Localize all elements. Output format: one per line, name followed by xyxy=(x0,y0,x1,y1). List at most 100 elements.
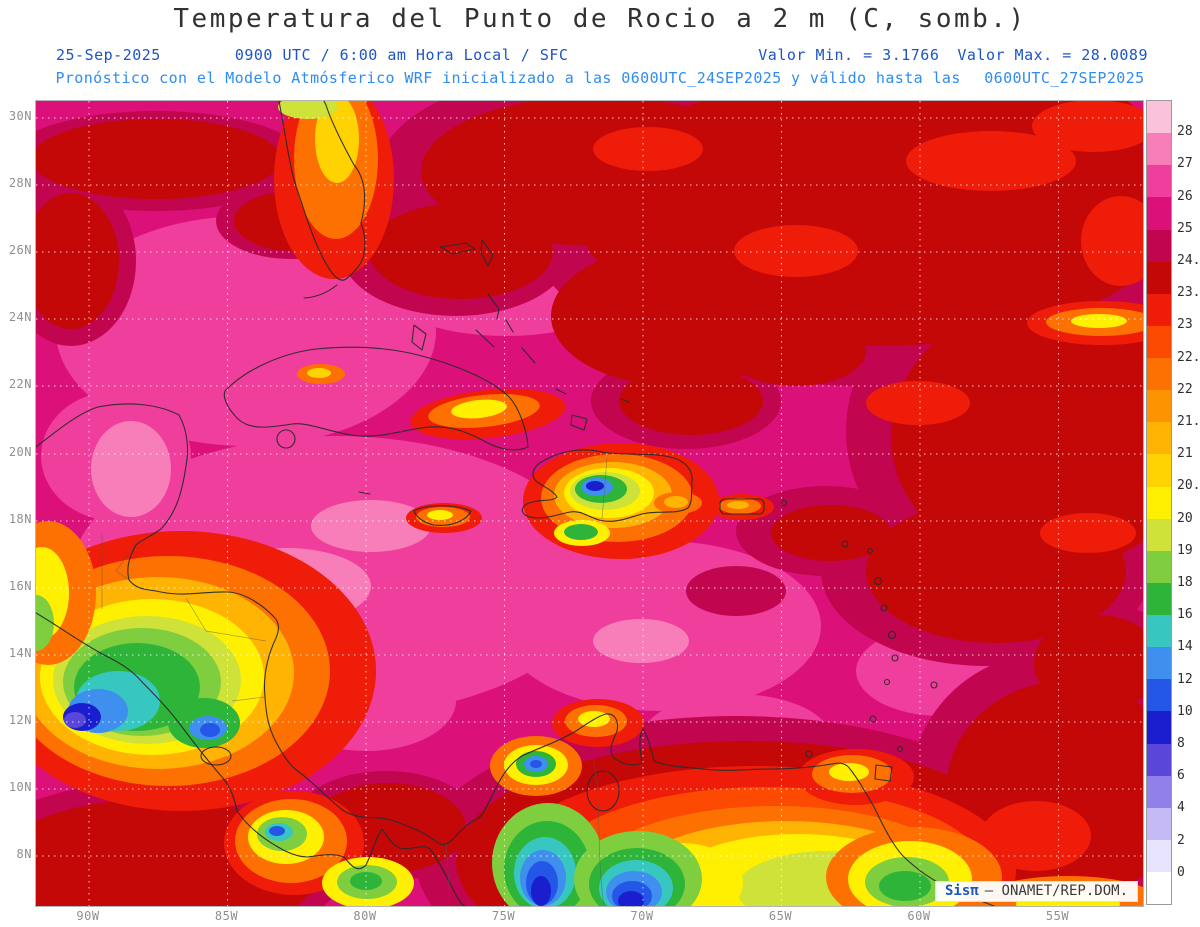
colorbar-label: 6 xyxy=(1177,768,1185,784)
colorbar-segment xyxy=(1147,325,1171,358)
field-23-235 xyxy=(593,101,1143,871)
colorbar-segment xyxy=(1147,197,1171,230)
colorbar-segment xyxy=(1147,454,1171,487)
colorbar-segment xyxy=(1147,743,1171,776)
colorbar-segment xyxy=(1147,486,1171,519)
exuma xyxy=(475,329,495,348)
colorbar-label: 16 xyxy=(1177,607,1193,623)
cuba-coast xyxy=(223,346,529,451)
colorbar-label: 28 xyxy=(1177,124,1193,140)
grand-bahama xyxy=(439,242,476,255)
lon-tick-label: 70W xyxy=(630,909,654,923)
forecast-row: Pronóstico con el Modelo Atmósferico WRF… xyxy=(0,69,1200,87)
lat-tick-label: 26N xyxy=(8,243,32,257)
colorbar-label: 12 xyxy=(1177,671,1193,687)
florida-coast xyxy=(278,101,366,281)
colorbar-segment xyxy=(1147,615,1171,648)
colorbar-label: 22 xyxy=(1177,381,1193,397)
colorbar-label: 10 xyxy=(1177,703,1193,719)
colorbar-label: 20.5 xyxy=(1177,478,1200,494)
colorbar-label: 8 xyxy=(1177,736,1185,751)
colorbar-segment xyxy=(1147,390,1171,423)
lat-tick-label: 30N xyxy=(8,109,32,123)
lake-nicaragua xyxy=(200,746,232,766)
tobago xyxy=(896,745,904,753)
country-borders xyxy=(101,457,608,906)
colorbar-label: 18 xyxy=(1177,575,1193,590)
st-kitts xyxy=(841,540,849,548)
colorbar: 2827262524.523.52322.52221.52120.5201918… xyxy=(1146,100,1200,905)
lat-tick-label: 8N xyxy=(16,847,32,861)
colorbar-label: 21 xyxy=(1177,446,1193,462)
lake-maracaibo xyxy=(586,770,620,812)
dominica xyxy=(880,604,888,612)
colorbar-label: 25 xyxy=(1177,220,1193,236)
lon-tick-label: 80W xyxy=(353,909,377,923)
colorbar-segment xyxy=(1147,872,1171,905)
lat-tick-label: 12N xyxy=(8,713,32,727)
st-lucia xyxy=(891,654,899,662)
guadeloupe xyxy=(873,576,883,586)
page-title: Temperatura del Punto de Rocio a 2 m (C,… xyxy=(173,4,1027,34)
jamaica-coast xyxy=(413,505,472,526)
colorbar-label: 4 xyxy=(1177,800,1185,816)
virgin-islands xyxy=(780,499,788,507)
cayman xyxy=(358,491,371,495)
colorbar-segment xyxy=(1147,807,1171,840)
colorbar-segment xyxy=(1147,261,1171,294)
lon-tick-label: 75W xyxy=(491,909,516,923)
lat-tick-label: 16N xyxy=(8,579,32,593)
min-value-label: Valor Min. = 3.1766 xyxy=(758,46,940,64)
watermark: Sisπ – ONAMET/REP.DOM. xyxy=(934,881,1138,902)
lat-tick-label: 14N xyxy=(8,646,32,660)
colorbar-segment xyxy=(1147,775,1171,808)
colorbar-segment xyxy=(1147,293,1171,326)
colorbar-segment xyxy=(1147,647,1171,680)
cat-island xyxy=(505,319,514,333)
colorbar-segment xyxy=(1147,165,1171,198)
colorbar-label: 22.5 xyxy=(1177,349,1200,365)
map-area: Sisπ – ONAMET/REP.DOM. xyxy=(35,100,1144,907)
colorbar-segment xyxy=(1147,358,1171,391)
valid-time: 0900 UTC / 6:00 am Hora Local / SFC xyxy=(234,46,569,64)
watermark-text: – ONAMET/REP.DOM. xyxy=(984,883,1128,899)
colorbar-label: 26 xyxy=(1177,188,1193,204)
lon-tick-label: 55W xyxy=(1045,909,1070,923)
caribbean-mainland-coast xyxy=(36,403,995,906)
colorbar-label: 23.5 xyxy=(1177,285,1200,301)
florida-keys xyxy=(303,284,338,299)
colorbar-segment xyxy=(1147,582,1171,615)
colorbar-label: 0 xyxy=(1177,864,1185,880)
long-island xyxy=(521,347,536,364)
puerto-rico-coast xyxy=(719,498,765,515)
colorbar-segment xyxy=(1147,422,1171,455)
lat-tick-label: 24N xyxy=(8,310,32,324)
colorbar-label: 21.5 xyxy=(1177,414,1200,429)
max-value-label: Valor Max. = 28.0089 xyxy=(957,46,1148,64)
colorbar-label: 2 xyxy=(1177,832,1185,848)
grenada xyxy=(869,715,877,723)
pacific-coast xyxy=(36,612,466,906)
watermark-brand: Sisπ xyxy=(944,883,979,899)
abaco xyxy=(480,239,494,267)
lat-tick-label: 10N xyxy=(8,780,32,794)
barbados xyxy=(930,681,938,689)
crooked-island xyxy=(555,388,567,395)
colorbar-strip xyxy=(1146,100,1172,905)
terrain-features xyxy=(36,101,1143,906)
st-vincent xyxy=(883,678,891,686)
colorbar-label: 14 xyxy=(1177,639,1193,655)
andros xyxy=(411,324,427,351)
hispaniola-coast xyxy=(521,449,693,522)
lat-tick-label: 22N xyxy=(8,377,32,391)
lon-tick-label: 85W xyxy=(214,909,239,923)
lat-tick-label: 18N xyxy=(8,512,32,526)
lon-tick-label: 90W xyxy=(76,909,100,923)
colorbar-segment xyxy=(1147,101,1171,134)
dewpoint-field-svg xyxy=(36,101,1143,906)
margarita xyxy=(805,750,813,758)
inagua xyxy=(570,414,588,431)
colorbar-label: 24.5 xyxy=(1177,253,1200,268)
colorbar-segment xyxy=(1147,550,1171,583)
